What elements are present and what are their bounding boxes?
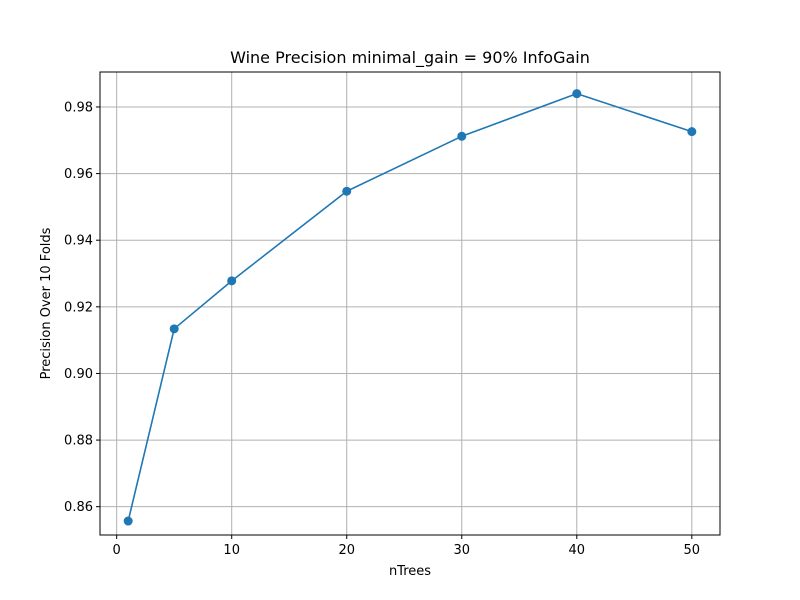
x-axis-label: nTrees [389,564,431,579]
data-point [687,127,697,137]
data-point [169,324,179,334]
y-axis-ticks: 0.86 0.88 0.90 0.92 0.94 0.96 0.98 [64,100,100,515]
y-tick-label: 0.92 [64,300,93,315]
y-axis-label: Precision Over 10 Folds [39,227,54,379]
y-tick-label: 0.86 [64,500,93,515]
series-layer [123,89,697,526]
y-tick-label: 0.96 [64,167,93,182]
x-tick-label: 20 [338,543,355,558]
data-point [123,516,133,526]
y-tick-label: 0.90 [64,367,93,382]
data-point [457,131,467,141]
x-tick-label: 50 [684,543,701,558]
data-point [342,186,352,196]
y-tick-label: 0.98 [64,100,93,115]
data-point [572,89,582,99]
data-point [227,276,237,286]
x-tick-label: 0 [113,543,121,558]
x-tick-label: 40 [569,543,586,558]
y-tick-label: 0.94 [64,234,93,249]
y-tick-label: 0.88 [64,434,93,449]
x-axis-ticks: 0 10 20 30 40 50 [113,535,701,558]
chart-title: Wine Precision minimal_gain = 90% InfoGa… [230,48,590,68]
x-tick-label: 10 [223,543,240,558]
plot-frame [99,71,721,536]
x-tick-label: 30 [453,543,470,558]
